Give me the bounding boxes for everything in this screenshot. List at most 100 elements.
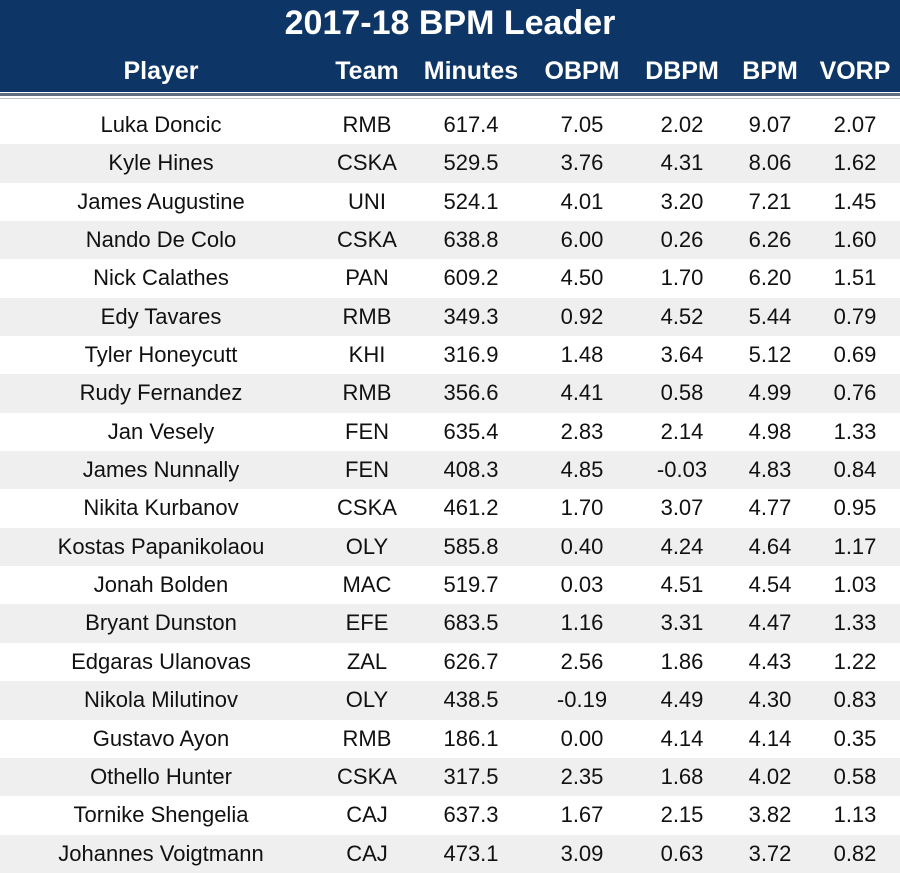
cell-dbpm: 3.20 [660,188,704,214]
cell-team: OLY [345,687,389,713]
cell-player: Kyle Hines [108,150,214,176]
cell-obpm: 0.40 [560,533,604,559]
cell-team: FEN [345,457,389,483]
cell-dbpm: 4.52 [660,303,704,329]
table-row: Nando De Colo CSKA 638.8 6.00 0.26 6.26 1.60 [0,221,900,260]
table-row: Tornike Shengelia CAJ 637.3 1.67 2.15 3.82 1.1… [0,796,900,834]
cell-minutes: 461.2 [443,495,499,521]
cell-obpm: 2.35 [560,763,604,789]
cell-obpm: 0.00 [560,725,604,751]
table-row: Nikola Milutinov OLY 438.5 -0.19 4.49 4.30 0.8… [0,681,900,720]
table-row: Rudy Fernandez RMB 356.6 4.41 0.58 4.99 0.76 [0,374,900,413]
header-divider-thin [0,98,900,99]
cell-minutes: 626.7 [443,648,499,674]
cell-vorp: 0.69 [833,342,877,368]
cell-vorp: 0.95 [833,495,877,521]
cell-obpm: 1.48 [560,342,604,368]
cell-dbpm: 4.51 [660,572,704,598]
cell-bpm: 5.12 [748,342,792,368]
cell-player: Jan Vesely [107,418,215,444]
cell-minutes: 186.1 [443,725,499,751]
cell-obpm: 3.76 [560,150,604,176]
cell-bpm: 4.02 [748,763,792,789]
cell-team: RMB [342,303,392,329]
cell-obpm: 7.05 [560,112,604,137]
table-title: 2017-18 BPM Leader [284,4,616,42]
table-row: Othello Hunter CSKA 317.5 2.35 1.68 4.02 0.58 [0,757,900,797]
cell-dbpm: 2.15 [660,802,704,828]
table-row: Jonah Bolden MAC 519.7 0.03 4.51 4.54 1.03 [0,566,900,604]
cell-vorp: 0.82 [833,840,877,866]
cell-dbpm: 3.31 [660,610,704,636]
cell-obpm: 4.41 [560,380,604,406]
cell-team: MAC [342,572,392,598]
cell-bpm: 4.30 [748,687,792,713]
cell-player: James Nunnally [82,457,240,483]
cell-vorp: 1.62 [833,150,877,176]
cell-player: Tyler Honeycutt [84,342,238,368]
cell-vorp: 1.45 [833,188,877,214]
cell-obpm: 3.09 [560,840,604,866]
table-row: Bryant Dunston EFE 683.5 1.16 3.31 4.47 1.33 [0,604,900,643]
cell-dbpm: 2.02 [660,112,704,137]
cell-vorp: 0.35 [833,725,877,751]
table-row: Edy Tavares RMB 349.3 0.92 4.52 5.44 0.79 [0,297,900,337]
table-row: James Augustine UNI 524.1 4.01 3.20 7.21 1.45 [0,183,900,221]
table-row: Edgaras Ulanovas ZAL 626.7 2.56 1.86 4.43 1.22 [0,643,900,681]
cell-obpm: 6.00 [560,227,604,253]
cell-minutes: 316.9 [443,342,499,368]
cell-bpm: 4.83 [748,457,792,483]
cell-team: OLY [345,533,389,559]
cell-bpm: 6.20 [748,265,792,291]
cell-team: CSKA [337,227,397,253]
cell-team: EFE [345,610,389,636]
column-header-vorp: VORP [819,57,891,85]
cell-obpm: 1.16 [560,610,604,636]
table-row: Nick Calathes PAN 609.2 4.50 1.70 6.20 1.51 [0,259,900,297]
cell-player: Nick Calathes [93,265,229,291]
cell-player: Gustavo Ayon [92,725,230,751]
cell-vorp: 1.13 [833,802,877,828]
cell-minutes: 438.5 [443,687,499,713]
cell-obpm: 1.67 [560,802,604,828]
cell-team: CAJ [346,802,388,828]
cell-vorp: 1.17 [833,533,877,559]
cell-minutes: 529.5 [443,150,499,176]
cell-vorp: 0.76 [833,380,877,406]
cell-vorp: 0.79 [833,303,877,329]
cell-dbpm: 2.14 [660,418,704,444]
cell-minutes: 683.5 [443,610,499,636]
cell-minutes: 638.8 [443,227,499,253]
cell-dbpm: 4.14 [660,725,704,751]
cell-minutes: 637.3 [443,802,499,828]
cell-dbpm: 1.86 [660,648,704,674]
table-row: Gustavo Ayon RMB 186.1 0.00 4.14 4.14 0.35 [0,720,900,758]
cell-vorp: 0.83 [833,687,877,713]
cell-player: Nikita Kurbanov [83,495,239,521]
cell-team: PAN [345,265,389,291]
table-row: Nikita Kurbanov CSKA 461.2 1.70 3.07 4.77 0.95 [0,489,900,527]
cell-bpm: 4.77 [748,495,792,521]
cell-team: CSKA [337,150,397,176]
cell-player: Kostas Papanikolaou [57,533,265,559]
cell-player: Tornike Shengelia [73,802,249,828]
cell-player: Edy Tavares [100,303,222,329]
cell-bpm: 5.44 [748,303,792,329]
cell-team: RMB [342,380,392,406]
cell-player: Rudy Fernandez [79,380,243,406]
cell-bpm: 9.07 [748,112,792,137]
cell-dbpm: 0.58 [660,380,704,406]
cell-vorp: 1.22 [833,648,877,674]
cell-dbpm: 1.70 [660,265,704,291]
cell-bpm: 4.99 [748,380,792,406]
cell-vorp: 1.33 [833,610,877,636]
cell-obpm: 2.83 [560,418,604,444]
cell-team: CSKA [337,495,397,521]
cell-player: Johannes Voigtmann [58,840,264,866]
cell-obpm: 0.03 [560,572,604,598]
table-row: Jan Vesely FEN 635.4 2.83 2.14 4.98 1.33 [0,413,900,451]
table-header: 2017-18 BPM Leader Player Team Minutes O… [0,0,900,92]
column-header-team: Team [335,57,399,85]
cell-obpm: 4.50 [560,265,604,291]
column-header-player: Player [123,57,199,85]
